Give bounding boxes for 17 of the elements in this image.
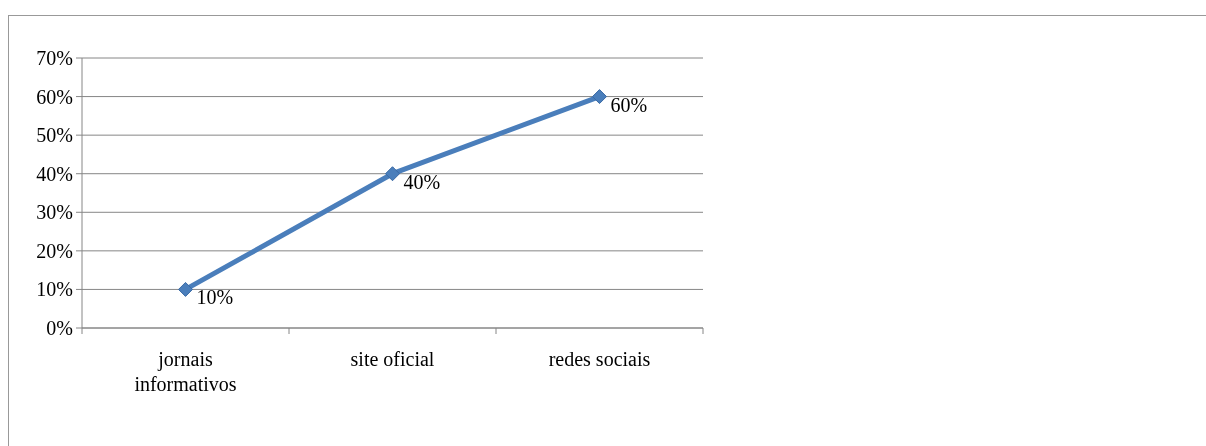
y-tick-label: 60% (36, 85, 73, 108)
y-tick-label: 10% (36, 278, 73, 301)
point (178, 281, 193, 297)
data-label: 40% (403, 170, 441, 193)
x-tick-label: jornais informativos (134, 348, 237, 395)
y-tick-label: 70% (36, 47, 73, 69)
x-tick-label: redes sociais (548, 348, 651, 370)
point (592, 89, 607, 105)
data-label: 10% (196, 286, 234, 309)
data-label: 60% (610, 93, 648, 116)
y-tick-label: 0% (46, 317, 73, 339)
y-tick-label: 40% (36, 162, 73, 185)
y-tick-label: 30% (36, 201, 73, 224)
y-tick-label: 20% (36, 239, 73, 262)
point (385, 166, 400, 182)
y-tick-label: 50% (36, 124, 73, 147)
x-tick-label: site oficial (350, 348, 435, 370)
